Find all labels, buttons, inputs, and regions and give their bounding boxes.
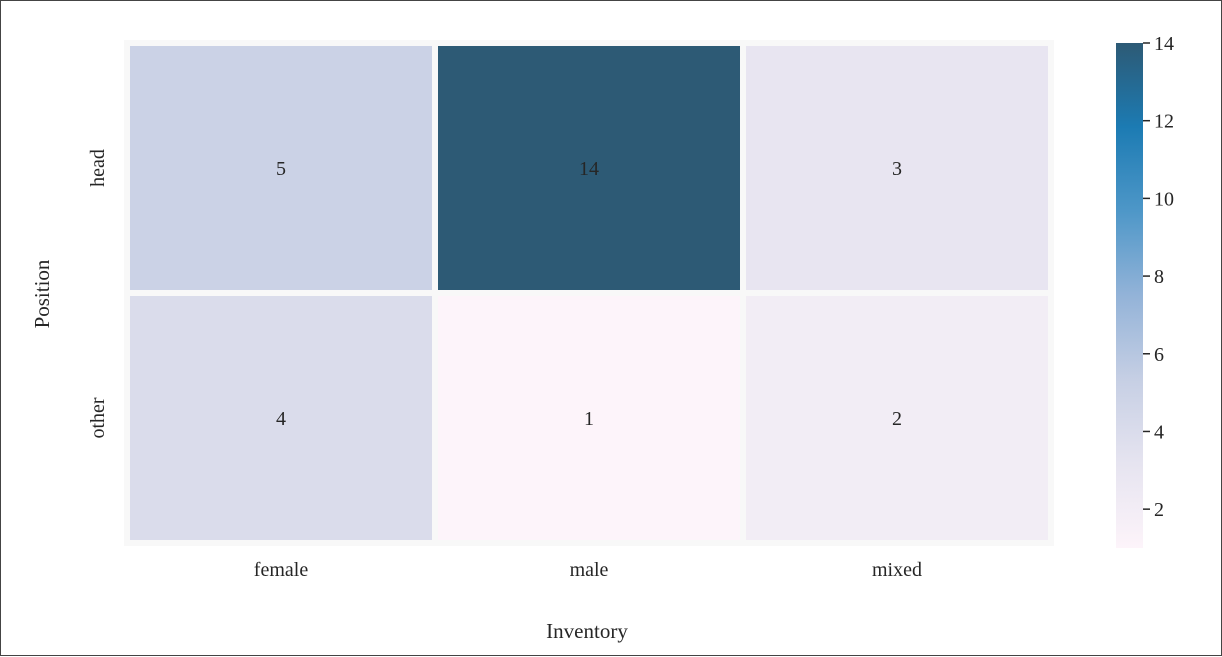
colorbar: 2 4 6 8 10 12 14 [1116, 33, 1174, 548]
colorbar-tick-label-4: 4 [1154, 421, 1164, 443]
colorbar-tick-label-6: 6 [1154, 344, 1164, 366]
heatmap-cell-head-mixed [746, 46, 1048, 290]
cell-value-label-head-male: 14 [579, 158, 599, 180]
cell-value-label-head-mixed: 3 [892, 158, 902, 180]
y-axis-ticks: head other [87, 149, 109, 438]
x-tick-label-female: female [254, 559, 309, 581]
colorbar-tick-label-8: 8 [1154, 266, 1164, 288]
heatmap-cell-other-female [130, 296, 432, 540]
heatmap-cell-head-male [438, 46, 740, 290]
heatmap-cell-other-male [438, 296, 740, 540]
colorbar-tick-label-12: 12 [1154, 111, 1174, 133]
x-axis-ticks: female male mixed [254, 559, 922, 581]
x-tick-label-male: male [570, 559, 609, 581]
cell-value-label-other-mixed: 2 [892, 408, 902, 430]
heatmap-cell-labels: 5 14 3 4 1 2 [276, 158, 902, 430]
colorbar-tick-label-14: 14 [1154, 33, 1174, 55]
heatmap-cells [124, 40, 1054, 546]
cell-value-label-other-female: 4 [276, 408, 286, 430]
y-tick-label-head: head [87, 149, 109, 187]
x-axis-label: Inventory [546, 619, 628, 643]
cell-value-label-head-female: 5 [276, 158, 286, 180]
heatmap-cell-head-female [130, 46, 432, 290]
heatmap-cell-other-mixed [746, 296, 1048, 540]
colorbar-bar [1116, 43, 1143, 548]
y-tick-label-other: other [87, 397, 109, 438]
colorbar-tick-label-10: 10 [1154, 188, 1174, 210]
colorbar-tick-label-2: 2 [1154, 499, 1164, 521]
cell-value-label-other-male: 1 [584, 408, 594, 430]
x-tick-label-mixed: mixed [872, 559, 922, 581]
y-axis-label: Position [30, 259, 54, 328]
